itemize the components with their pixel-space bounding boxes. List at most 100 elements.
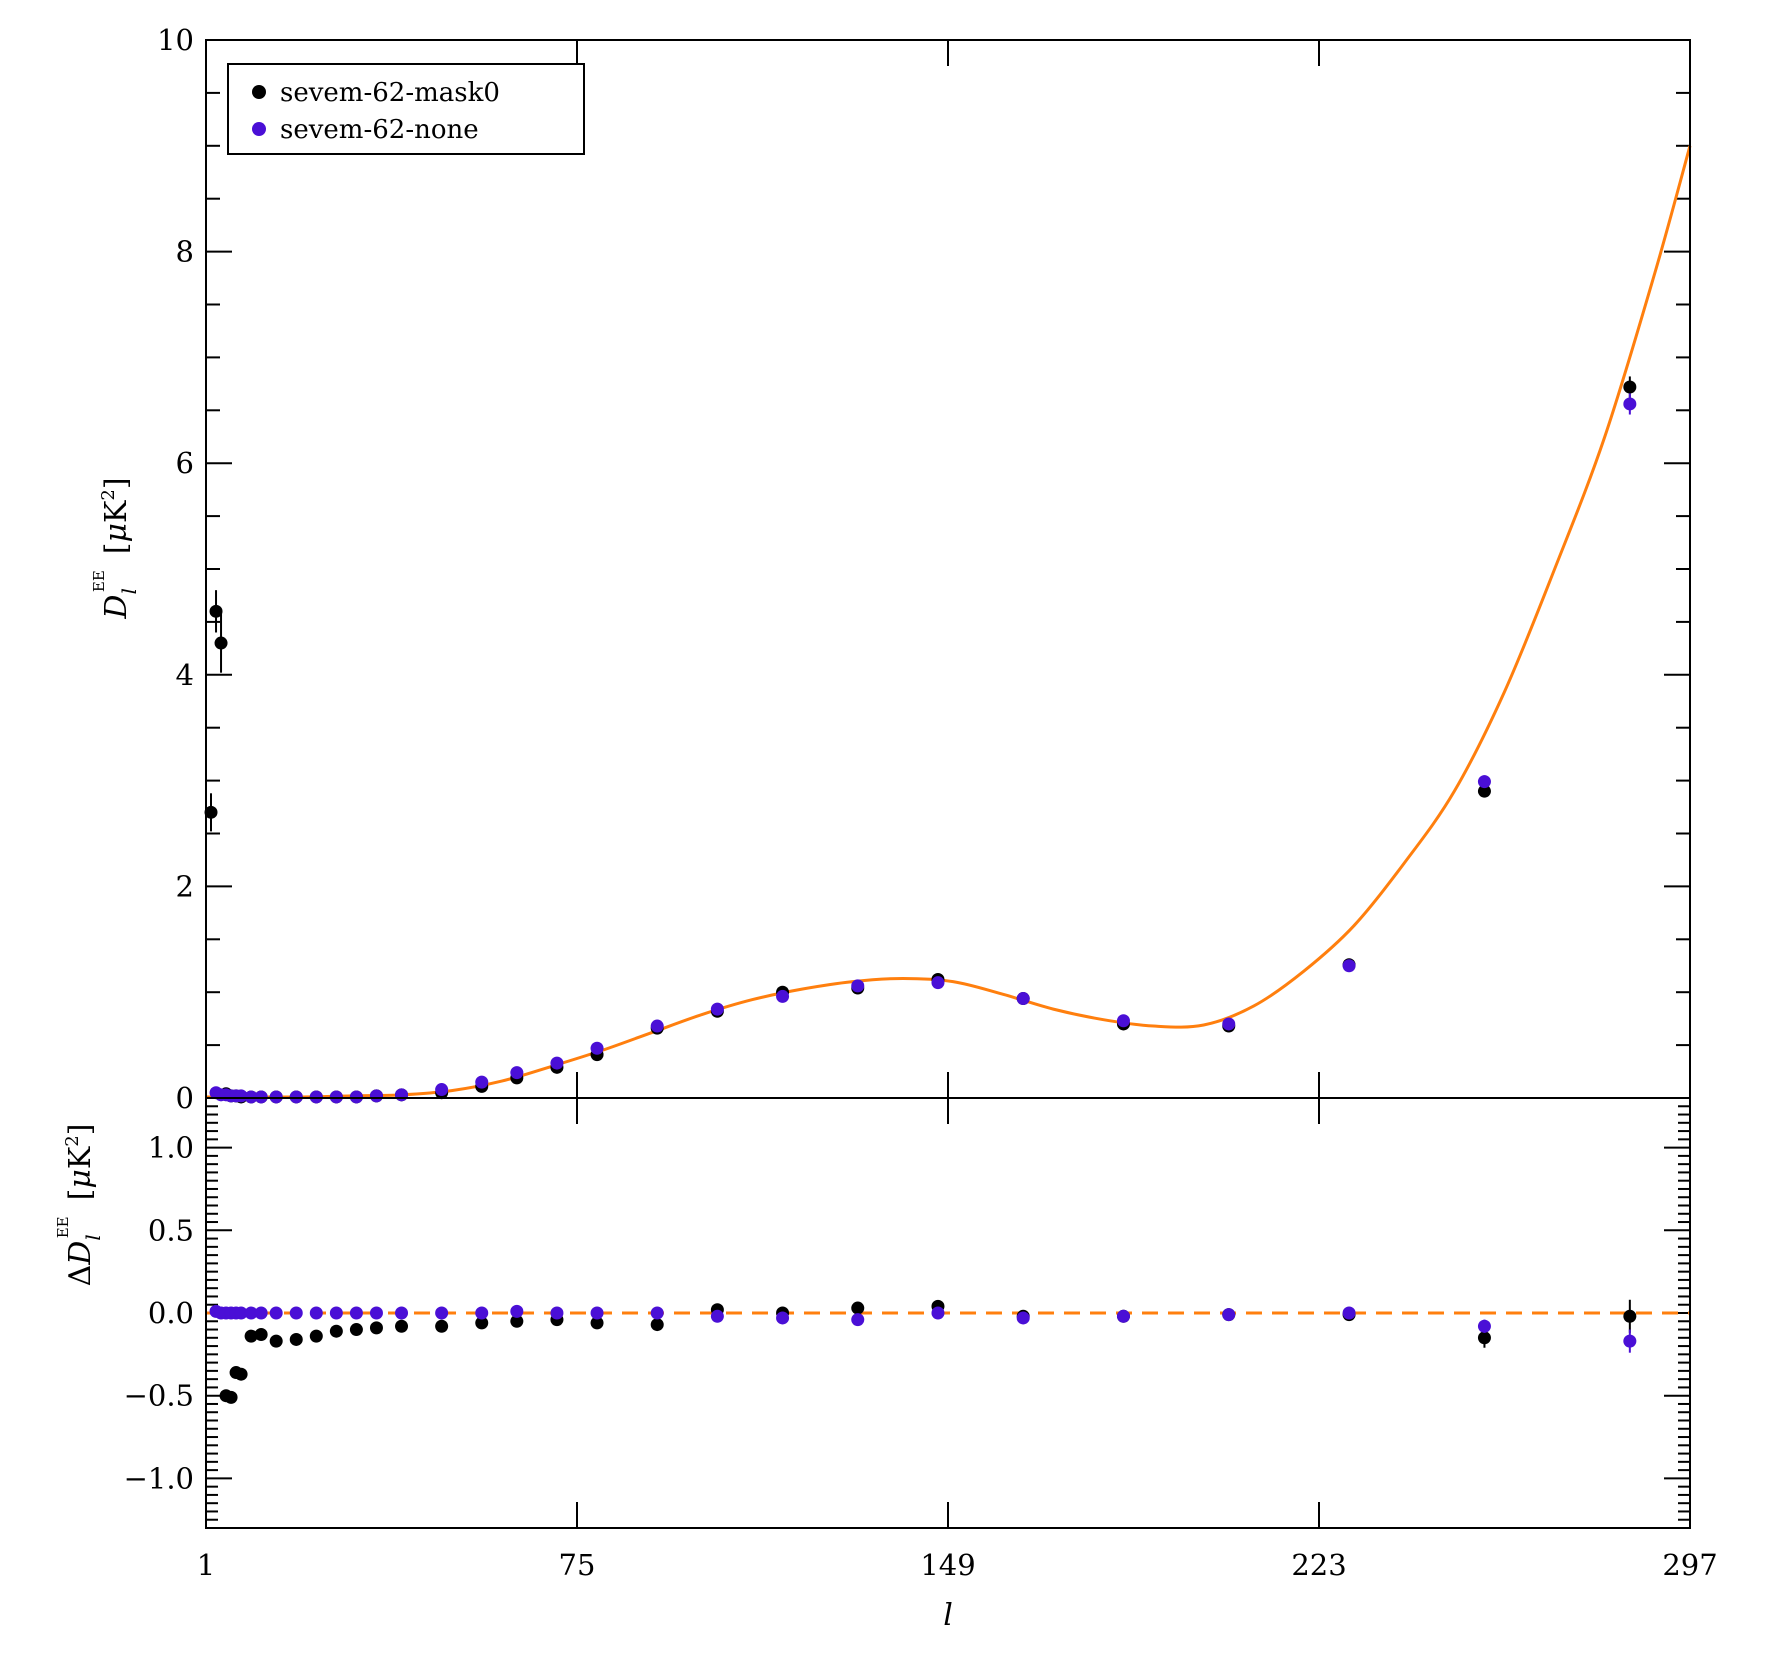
bottom-ylabel-main: D — [63, 1241, 98, 1266]
none-point — [254, 1090, 268, 1104]
none-residual-point — [349, 1306, 363, 1320]
none-residual-point — [234, 1306, 248, 1320]
none-point — [1623, 397, 1637, 411]
xlabel: l — [943, 1598, 953, 1633]
mask0-residual-point — [650, 1318, 664, 1332]
legend: sevem-62-mask0 sevem-62-none — [227, 63, 585, 155]
top-panel: 0 2 4 6 8 10 sevem-62-mask0 sevem-62-none Dl E… — [90, 23, 1692, 1115]
mask0-residual-point — [590, 1316, 604, 1330]
mask0-point — [204, 805, 218, 819]
none-residual-point — [1477, 1319, 1491, 1333]
none-residual-point — [710, 1309, 724, 1323]
xtick-label: 149 — [920, 1548, 975, 1582]
mask0-residual-point — [309, 1329, 323, 1343]
none-residual-point — [475, 1306, 489, 1320]
bottom-ylabel-unit-mu: μ — [63, 1169, 98, 1189]
xtick-label: 75 — [559, 1548, 596, 1582]
mask0-residual-point — [1477, 1331, 1491, 1345]
none-residual-point — [1342, 1306, 1356, 1320]
none-residual-point — [650, 1306, 664, 1320]
bottom-ylabel-sup: EE — [54, 1216, 72, 1238]
mask0-residual-point — [395, 1319, 409, 1333]
mask0-residual-point — [851, 1301, 865, 1315]
mask0-residual-point — [435, 1319, 449, 1333]
none-residual-point — [329, 1306, 343, 1320]
none-point — [475, 1075, 489, 1089]
top-ytick-label: 10 — [157, 23, 194, 57]
top-ylabel-sup: EE — [90, 570, 108, 592]
legend-marker-none — [252, 122, 266, 136]
bottom-ylabel-unit-open: [ — [63, 1189, 98, 1201]
none-residual-point — [244, 1306, 258, 1320]
none-point — [244, 1090, 258, 1104]
top-ylabel-unit-open: [ — [99, 543, 134, 555]
none-point — [510, 1066, 524, 1080]
legend-marker-mask0 — [252, 85, 266, 99]
none-residual-point — [369, 1306, 383, 1320]
mask0-residual-point — [269, 1334, 283, 1348]
none-point — [650, 1019, 664, 1033]
none-point — [269, 1090, 283, 1104]
none-point — [851, 979, 865, 993]
none-point — [349, 1090, 363, 1104]
none-residual-point — [309, 1306, 323, 1320]
none-point — [1016, 992, 1030, 1006]
bottom-panel-ytick-labels: −1.0 −0.5 0.0 0.5 1.0 — [124, 1131, 194, 1496]
none-point — [289, 1090, 303, 1104]
mask0-residual-point — [1623, 1309, 1637, 1323]
none-residual-point — [1222, 1308, 1236, 1322]
mask0-point — [1623, 380, 1637, 394]
mask0-residual-point — [244, 1329, 258, 1343]
mask0-residual-point — [369, 1321, 383, 1335]
none-residual-point — [269, 1306, 283, 1320]
bottom-ytick-label: 1.0 — [148, 1131, 194, 1165]
top-ylabel-unit-close: ] — [99, 477, 134, 489]
none-point — [435, 1083, 449, 1097]
none-point — [1342, 959, 1356, 973]
top-ylabel-unit-k: K — [99, 500, 134, 523]
top-ytick-label: 8 — [176, 235, 194, 269]
none-point — [1116, 1014, 1130, 1028]
legend-label-mask0: sevem-62-mask0 — [280, 78, 500, 108]
none-residual-point — [1623, 1334, 1637, 1348]
svg-text:ΔDlEE[μK2]: ΔDl EE [μK2] — [54, 1124, 105, 1287]
bottom-panel-data-points — [209, 1299, 1637, 1404]
none-residual-point — [851, 1313, 865, 1327]
xtick-label: 297 — [1662, 1548, 1717, 1582]
mask0-residual-point — [234, 1367, 248, 1381]
none-point — [776, 989, 790, 1003]
bottom-ylabel-delta: Δ — [63, 1265, 98, 1287]
none-residual-point — [776, 1311, 790, 1325]
none-residual-point — [1116, 1309, 1130, 1323]
legend-label-none: sevem-62-none — [280, 115, 479, 145]
none-residual-point — [395, 1306, 409, 1320]
bottom-panel-frame — [205, 1097, 1691, 1529]
bottom-ytick-label: 0.5 — [148, 1213, 194, 1247]
none-residual-point — [510, 1304, 524, 1318]
bottom-ytick-label: −1.0 — [124, 1461, 194, 1495]
none-residual-point — [435, 1306, 449, 1320]
none-point — [395, 1088, 409, 1102]
xtick-labels: 1 75 149 223 297 — [197, 1548, 1718, 1582]
bottom-ylabel-unit-close: ] — [63, 1124, 98, 1136]
model-curve — [205, 145, 1692, 1099]
bottom-panel: −1.0 −0.5 0.0 0.5 1.0 ΔDl EE [μK2] — [54, 1097, 1691, 1529]
xtick-label: 223 — [1291, 1548, 1346, 1582]
mask0-residual-point — [475, 1316, 489, 1330]
none-point — [931, 976, 945, 990]
svg-text:DlEE[μK2]: Dl EE [μK2] — [90, 477, 141, 619]
top-ytick-label: 6 — [176, 446, 194, 480]
legend-box — [227, 63, 585, 155]
none-point — [550, 1056, 564, 1070]
none-point — [1222, 1017, 1236, 1031]
xtick-label: 1 — [197, 1548, 215, 1582]
none-point — [329, 1090, 343, 1104]
none-residual-point — [289, 1306, 303, 1320]
bottom-ylabel: ΔDl EE [μK2] — [54, 1124, 105, 1287]
mask0-residual-point — [349, 1323, 363, 1337]
mask0-residual-point — [329, 1324, 343, 1338]
bottom-ylabel-unit-k: K — [63, 1146, 98, 1169]
top-ytick-label: 2 — [176, 869, 194, 903]
top-ylabel-sub: l — [117, 588, 141, 594]
